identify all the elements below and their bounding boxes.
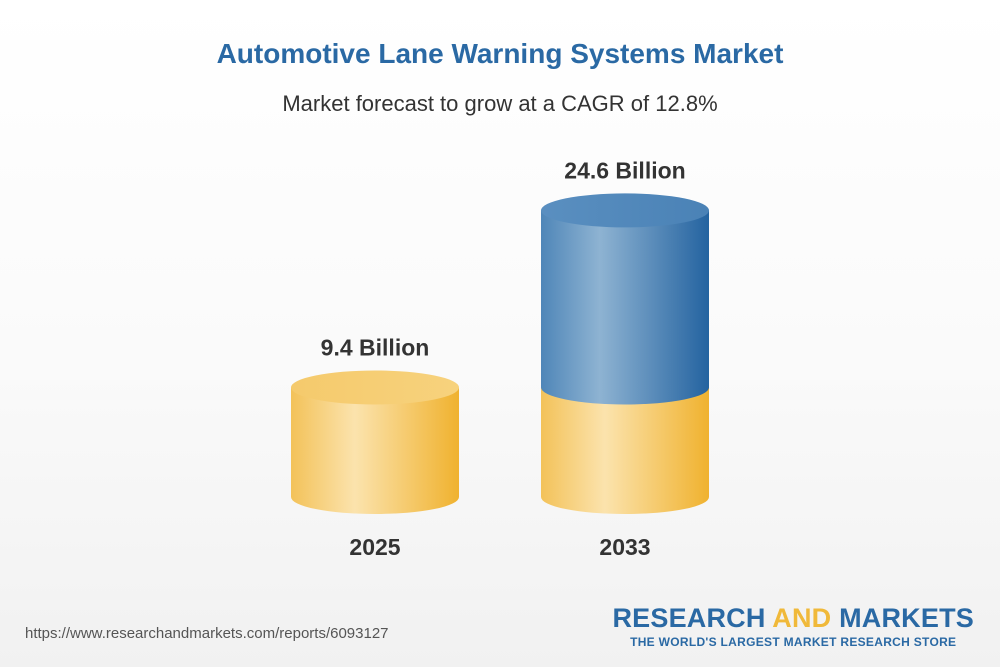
brand-tagline: THE WORLD'S LARGEST MARKET RESEARCH STOR… (630, 635, 957, 649)
bar-2033-base-segment (541, 387, 709, 514)
bar-2033-growth-segment (541, 210, 709, 405)
brand-markets: MARKETS (839, 603, 974, 633)
source-url[interactable]: https://www.researchandmarkets.com/repor… (25, 625, 389, 642)
brand-research: RESEARCH (612, 603, 766, 633)
chart-title: Automotive Lane Warning Systems Market (216, 38, 784, 69)
bar-2025-value-label: 9.4 Billion (321, 334, 430, 360)
brand-and: AND (772, 603, 832, 633)
bar-2025-category-label: 2025 (349, 534, 400, 560)
bar-2033-top (541, 193, 709, 228)
bar-2033-value-label: 24.6 Billion (564, 157, 685, 183)
bar-2025-top (291, 370, 459, 405)
bar-2033-category-label: 2033 (599, 534, 650, 560)
brand-name: RESEARCH AND MARKETS (612, 603, 974, 633)
bar-2025-body (291, 387, 459, 514)
brand-logo: RESEARCH AND MARKETS THE WORLD'S LARGEST… (612, 603, 974, 649)
chart-subtitle: Market forecast to grow at a CAGR of 12.… (282, 91, 718, 116)
